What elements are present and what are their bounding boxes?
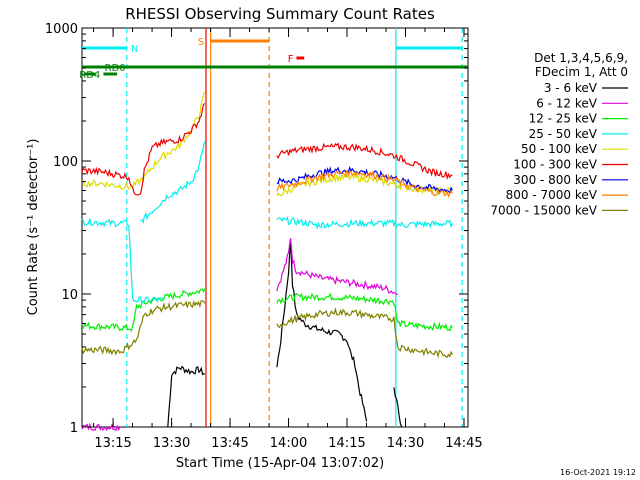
series-line (81, 422, 122, 432)
series-line (393, 387, 403, 428)
y-tick-label: 100 (53, 155, 78, 170)
legend-entry-label: 6 - 12 keV (536, 96, 598, 110)
legend: Det 1,3,4,5,6,9,FDecim 1, Att 0 3 - 6 keV… (490, 51, 628, 217)
series-line (276, 242, 368, 422)
x-tick-label: 13:15 (94, 436, 131, 451)
series-line (81, 103, 206, 196)
y-tick-label: 10 (61, 288, 78, 303)
flag-label-n: N (131, 44, 138, 55)
x-tick-label: 14:45 (445, 436, 482, 451)
legend-entry-label: 800 - 7000 keV (506, 188, 598, 202)
x-axis: 13:15 13:30 13:45 14:00 14:15 14:30 14:45 (93, 28, 483, 451)
series-line (276, 292, 453, 332)
series-line (276, 142, 453, 181)
x-tick-label: 14:15 (328, 436, 365, 451)
legend-entry-label: 25 - 50 keV (529, 127, 598, 141)
series-line (276, 165, 453, 194)
vertical-markers (126, 28, 463, 427)
series-line (81, 288, 206, 332)
x-tick-label: 13:30 (153, 436, 190, 451)
flag-label-s: S (198, 37, 204, 48)
legend-entry-label: 100 - 300 keV (513, 158, 597, 172)
series-line (167, 365, 205, 428)
series-lines (81, 91, 453, 432)
series-line (276, 172, 453, 197)
legend-entry-label: 12 - 25 keV (529, 112, 598, 126)
x-tick-label: 14:30 (387, 436, 424, 451)
flag-label-rd0: RD0 (105, 63, 126, 74)
x-tick-label: 13:45 (211, 436, 248, 451)
legend-header-line: Det 1,3,4,5,6,9, (534, 51, 628, 65)
chart-title: RHESSI Observing Summary Count Rates (125, 5, 435, 23)
flag-label-rd4: RD4 (79, 70, 100, 81)
series-line (140, 141, 206, 225)
legend-entry-label: 3 - 6 keV (544, 81, 598, 95)
y-axis-label: Count Rate (s⁻¹ detector⁻¹) (26, 139, 41, 316)
y-tick-label: 1000 (45, 22, 78, 37)
flag-label-f: F (288, 54, 294, 65)
legend-entry-label: 300 - 800 keV (513, 173, 597, 187)
y-axis: 1 10 100 1000 (45, 22, 468, 436)
series-line (81, 218, 165, 305)
status-flags: N S F RD0 RD4 (79, 37, 468, 81)
x-tick-label: 14:00 (270, 436, 307, 451)
y-tick-label: 1 (70, 421, 78, 436)
series-line (276, 216, 453, 230)
series-line (276, 169, 453, 199)
legend-entry-label: 7000 - 15000 keV (490, 203, 597, 217)
legend-entry-label: 50 - 100 keV (521, 142, 598, 156)
legend-header-line: FDecim 1, Att 0 (535, 65, 628, 79)
series-line (276, 306, 453, 359)
series-line (276, 238, 399, 296)
plot-frame (81, 27, 469, 428)
series-line (81, 299, 206, 356)
timestamp: 16-Oct-2021 19:12 (560, 468, 636, 477)
x-axis-label: Start Time (15-Apr-04 13:07:02) (176, 456, 384, 471)
